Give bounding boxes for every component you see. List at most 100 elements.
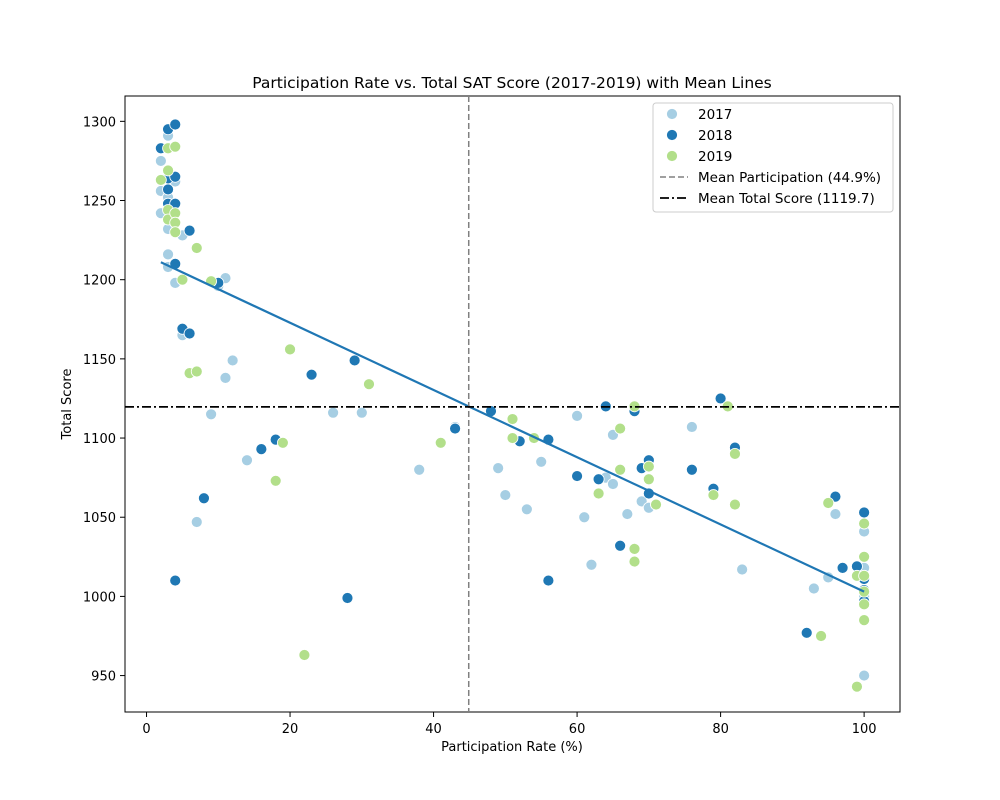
y-tick-label: 1200: [83, 274, 116, 289]
data-point-2017: [621, 508, 634, 520]
data-point-2017: [520, 503, 533, 516]
data-point-2019: [190, 365, 203, 378]
data-point-2017: [154, 155, 167, 167]
x-tick-label: 40: [425, 722, 442, 737]
data-point-2019: [858, 598, 871, 611]
data-point-2019: [858, 614, 871, 627]
data-point-2018: [162, 183, 174, 196]
data-point-2019: [284, 343, 296, 356]
data-point-2018: [571, 470, 583, 482]
y-tick-label: 1250: [83, 195, 116, 210]
data-point-2018: [614, 539, 627, 552]
data-point-2019: [642, 460, 655, 473]
legend-label-2018: 2018: [698, 128, 732, 144]
data-point-2018: [341, 592, 354, 604]
data-point-2019: [729, 447, 741, 460]
regression-line: [160, 261, 865, 593]
data-point-2019: [858, 517, 871, 530]
y-tick-label: 1150: [83, 353, 116, 368]
data-point-2019: [614, 463, 627, 476]
data-point-2019: [851, 680, 863, 693]
data-point-2017: [736, 563, 749, 576]
data-point-2019: [190, 242, 203, 254]
legend-label-mean-total-score: Mean Total Score (1119.7): [698, 191, 875, 207]
data-point-2019: [822, 497, 835, 509]
data-point-2018: [348, 354, 361, 367]
data-point-2019: [154, 174, 167, 186]
scatter-points: [154, 118, 871, 693]
legend-label-2019: 2019: [698, 149, 732, 165]
x-tick-label: 60: [569, 722, 586, 737]
data-point-2019: [276, 436, 289, 449]
data-point-2018: [858, 506, 871, 519]
data-point-2017: [685, 421, 698, 433]
data-point-2017: [499, 489, 512, 501]
data-point-2018: [255, 443, 268, 456]
data-point-2018: [183, 224, 196, 237]
axis-ticks: 0 20 40 60 80 100 950 1000 1050 1100 1150 1200 1250 1…: [83, 115, 877, 737]
y-axis-label: Total Score: [60, 369, 75, 441]
data-point-2017: [413, 463, 426, 476]
data-point-2019: [434, 436, 447, 449]
data-point-2019: [169, 140, 182, 153]
data-point-2018: [714, 392, 727, 405]
data-point-2019: [298, 649, 311, 661]
data-point-2017: [162, 248, 174, 261]
x-tick-label: 80: [712, 722, 729, 737]
x-tick-label: 20: [282, 722, 299, 737]
data-point-2019: [614, 422, 627, 435]
data-point-2017: [858, 669, 871, 682]
data-point-2019: [858, 550, 871, 563]
chart-title: Participation Rate vs. Total SAT Score (…: [252, 74, 772, 92]
data-point-2019: [176, 273, 189, 286]
legend-marker-2018: [666, 129, 678, 141]
data-point-2018: [542, 574, 555, 587]
y-tick-label: 1000: [83, 590, 116, 605]
data-point-2018: [169, 118, 182, 131]
data-point-2018: [198, 492, 210, 505]
data-point-2017: [492, 462, 505, 475]
data-point-2019: [858, 569, 871, 582]
data-point-2017: [190, 516, 203, 528]
data-point-2017: [355, 406, 368, 419]
y-tick-label: 1100: [83, 432, 116, 447]
legend-marker-2019: [666, 150, 678, 162]
data-point-2017: [585, 558, 598, 571]
data-point-2019: [506, 413, 519, 425]
legend: 2017 2018 2019 Mean Participation (44.9%…: [652, 102, 894, 213]
y-tick-label: 950: [91, 670, 116, 685]
reference-lines: [125, 96, 900, 712]
data-point-2019: [642, 473, 655, 486]
data-point-2017: [607, 478, 619, 490]
y-tick-label: 1300: [83, 115, 116, 130]
data-point-2018: [449, 422, 461, 435]
data-point-2018: [685, 463, 698, 476]
data-point-2019: [628, 555, 641, 568]
data-point-2017: [205, 408, 218, 421]
x-tick-label: 100: [852, 722, 877, 737]
data-point-2019: [628, 542, 641, 555]
data-point-2017: [327, 406, 340, 419]
data-point-2017: [829, 508, 842, 520]
data-point-2017: [241, 454, 253, 467]
data-point-2018: [836, 561, 849, 574]
data-point-2019: [707, 489, 720, 501]
data-point-2017: [226, 354, 239, 367]
data-point-2017: [535, 455, 548, 468]
x-axis-label: Participation Rate (%): [441, 740, 583, 755]
data-point-2019: [162, 164, 174, 177]
legend-marker-2017: [666, 108, 678, 120]
data-point-2019: [815, 630, 827, 642]
data-point-2019: [650, 498, 662, 511]
legend-label-2017: 2017: [698, 107, 732, 123]
data-point-2019: [363, 378, 375, 391]
legend-box: [652, 102, 894, 213]
data-point-2017: [219, 371, 232, 384]
data-point-2017: [807, 582, 820, 595]
data-point-2018: [169, 574, 182, 587]
data-point-2019: [729, 498, 741, 511]
data-point-2018: [592, 473, 605, 486]
data-point-2017: [578, 511, 591, 524]
data-point-2018: [183, 327, 196, 340]
